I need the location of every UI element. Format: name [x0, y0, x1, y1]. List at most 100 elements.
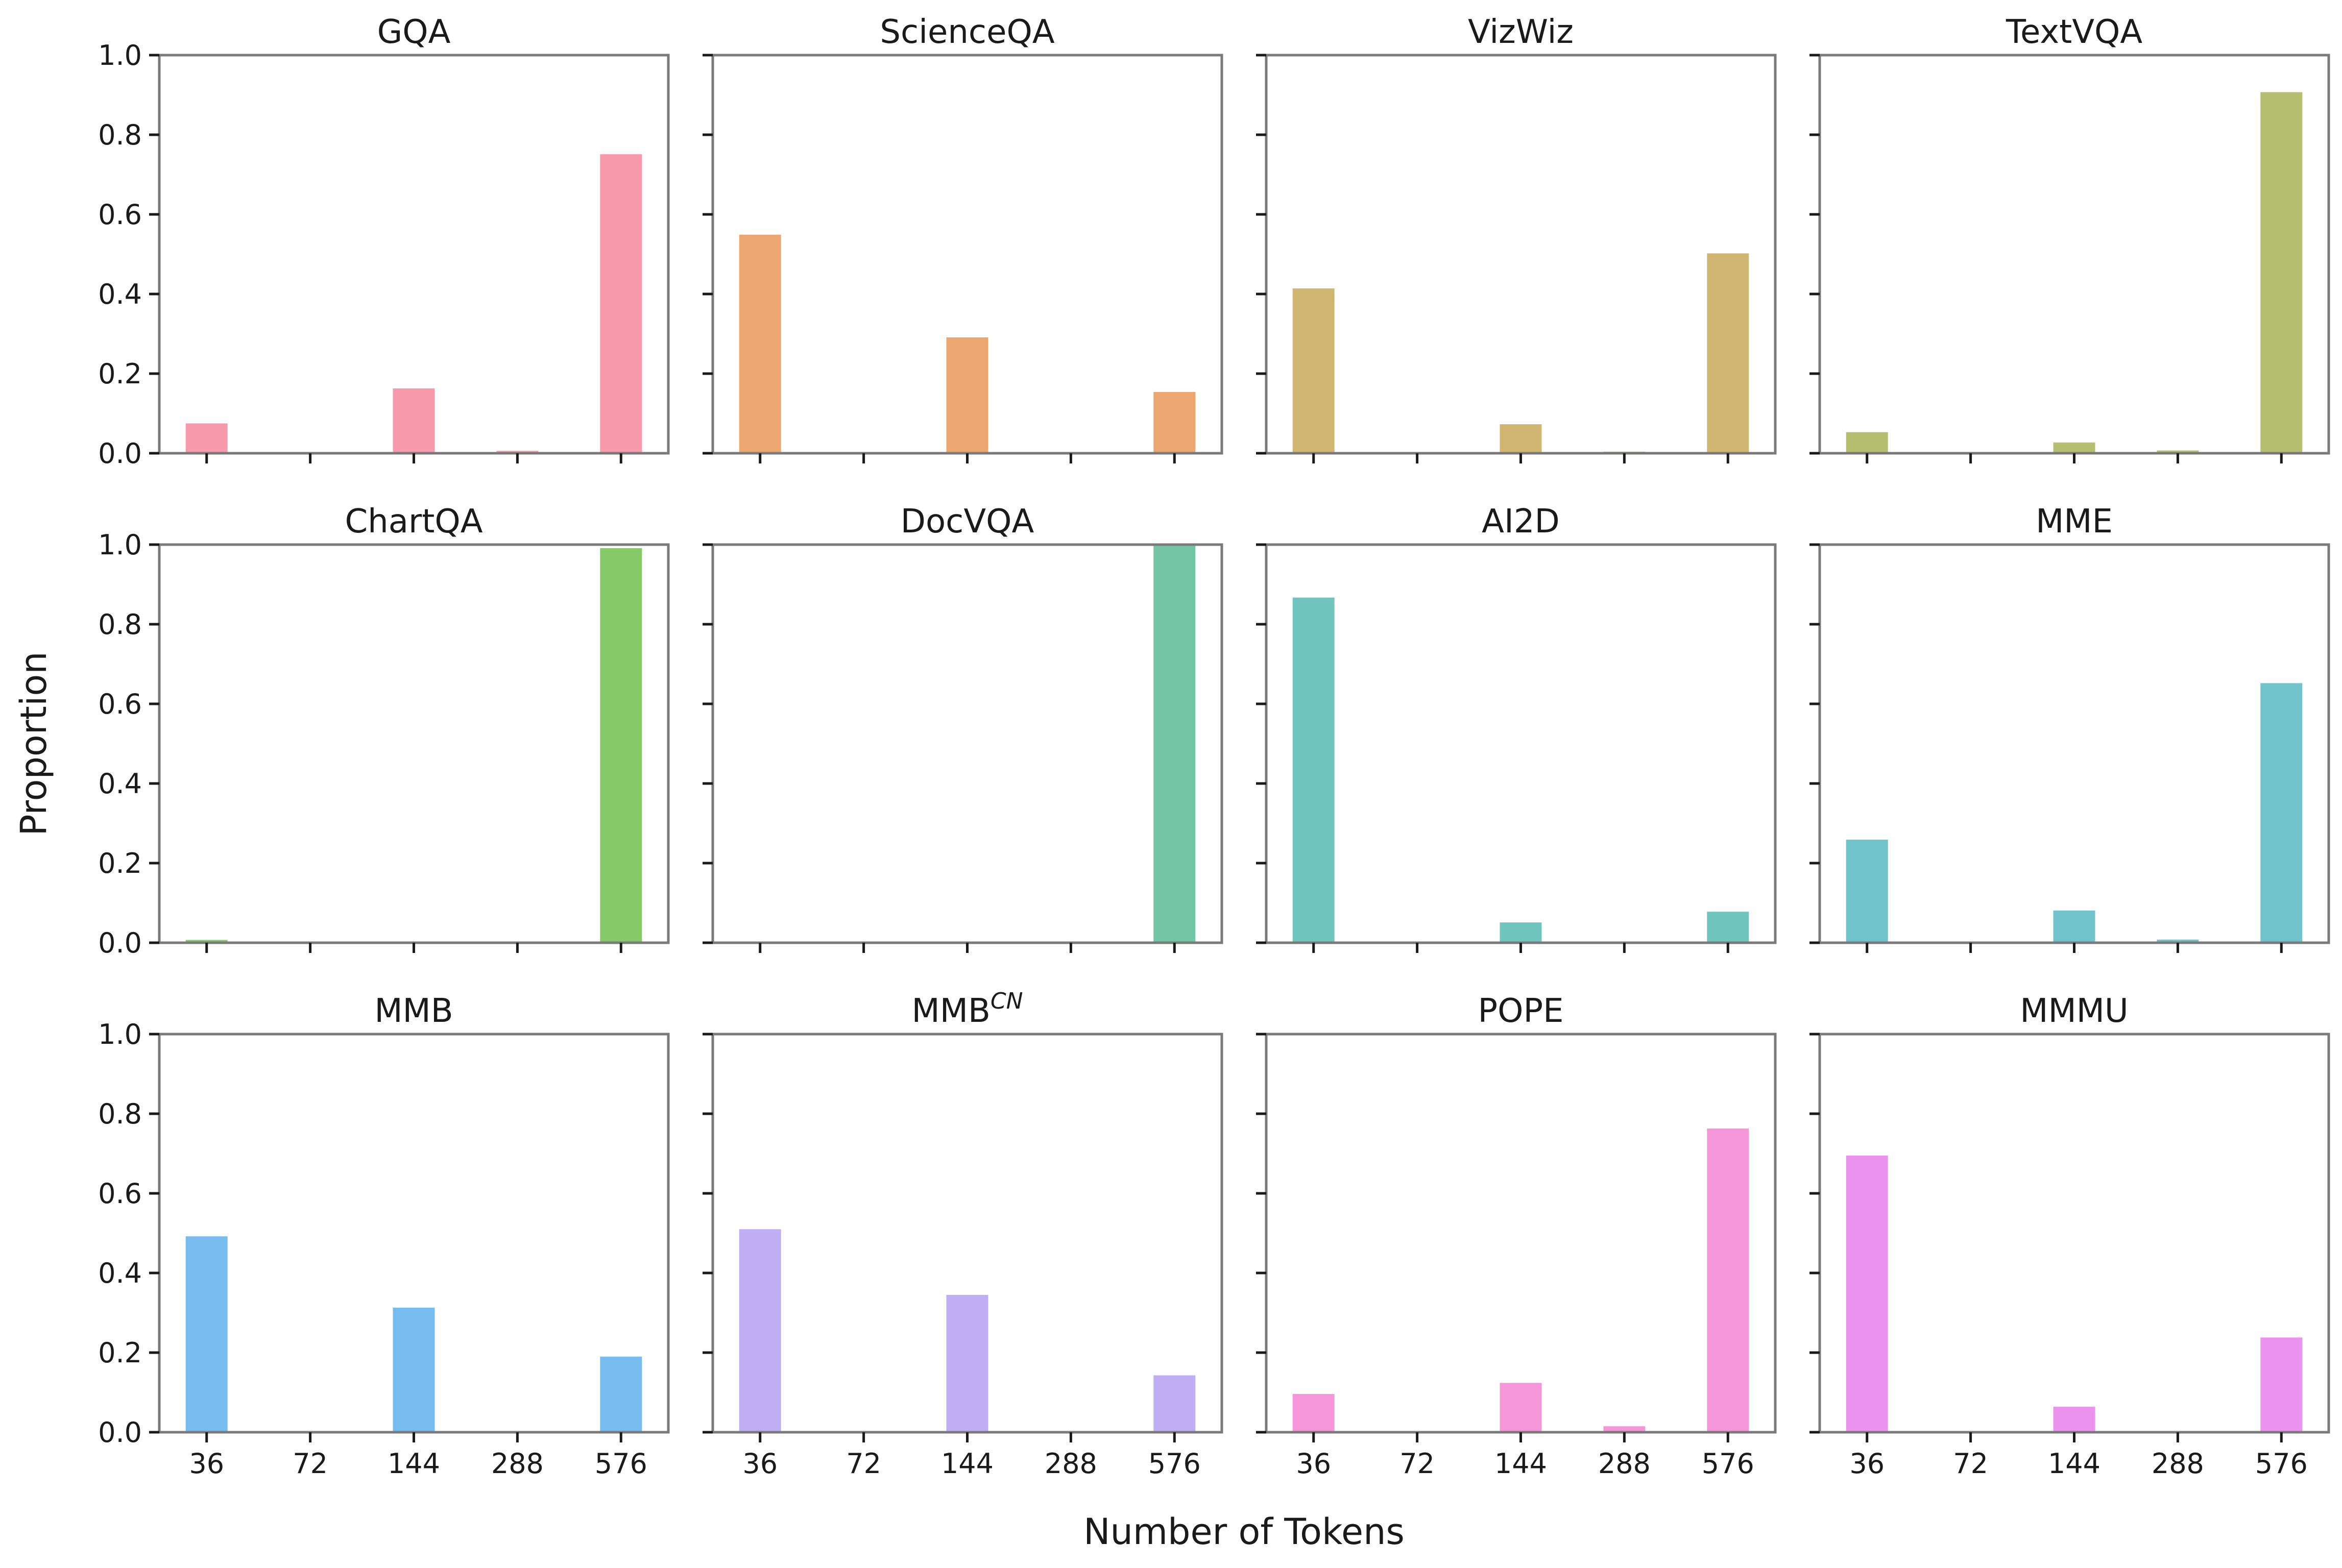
bar-576 [2260, 683, 2303, 943]
x-tick-label: 36 [742, 1448, 778, 1480]
subplot-10: 36 72 144 288 576 MMBCN [703, 988, 1223, 1480]
bar-576 [1153, 545, 1196, 943]
subplot-12: 36 72 144 288 576 MMMU [1809, 992, 2330, 1480]
subplot-title: TextVQA [2006, 13, 2143, 51]
bar-36 [1846, 840, 1888, 943]
subplot-4: TextVQA [1809, 13, 2330, 463]
bar-144 [393, 1307, 435, 1432]
x-tick-label: 36 [1849, 1448, 1885, 1480]
bar-576 [600, 548, 642, 943]
subplot-title: AI2D [1482, 503, 1560, 541]
y-tick-label: 1.0 [98, 39, 142, 71]
bar-576 [600, 154, 642, 453]
x-tick-label: 72 [1953, 1448, 1988, 1480]
x-tick-label: 288 [1598, 1448, 1651, 1480]
bar-288 [2157, 450, 2199, 453]
bar-576 [600, 1356, 642, 1432]
subplot-title: VizWiz [1468, 13, 1574, 51]
bar-288 [2157, 939, 2199, 943]
bar-36 [185, 423, 228, 453]
bar-576 [1707, 912, 1749, 943]
y-tick-label: 1.0 [98, 1018, 142, 1050]
bar-36 [1292, 1394, 1335, 1432]
x-tick-label: 144 [2048, 1448, 2100, 1480]
bar-576 [1153, 1375, 1196, 1432]
y-tick-label: 0.8 [98, 1098, 142, 1130]
bar-288 [1603, 1426, 1646, 1432]
subplot-8: MME [1809, 503, 2330, 953]
bar-36 [185, 1236, 228, 1432]
x-tick-label: 576 [1702, 1448, 1754, 1480]
x-tick-label: 144 [388, 1448, 440, 1480]
bar-36 [1292, 597, 1335, 943]
bar-576 [2260, 1337, 2303, 1432]
y-tick-label: 0.0 [98, 927, 142, 959]
subplot-7: AI2D [1256, 503, 1777, 953]
y-tick-label: 0.6 [98, 199, 142, 231]
bar-576 [2260, 92, 2303, 453]
y-tick-label: 0.6 [98, 688, 142, 720]
x-tick-label: 144 [1494, 1448, 1547, 1480]
y-tick-label: 0.4 [98, 1257, 142, 1289]
x-tick-label: 576 [595, 1448, 647, 1480]
x-tick-label: 576 [1148, 1448, 1201, 1480]
subplot-title: POPE [1478, 992, 1564, 1030]
bar-576 [1153, 391, 1196, 453]
bar-144 [1500, 424, 1542, 453]
y-tick-label: 0.2 [98, 358, 142, 390]
y-axis-label: Proportion [13, 651, 55, 836]
y-tick-label: 0.4 [98, 278, 142, 310]
bar-576 [1707, 1128, 1749, 1432]
subplot-title: ScienceQA [880, 13, 1054, 51]
bar-36 [1846, 432, 1888, 453]
bar-144 [946, 1294, 988, 1432]
subplot-3: VizWiz [1256, 13, 1777, 463]
subplot-title: MMMU [2020, 992, 2129, 1030]
y-tick-label: 0.8 [98, 608, 142, 641]
bar-144 [2053, 442, 2095, 453]
x-tick-label: 144 [941, 1448, 994, 1480]
x-tick-label: 576 [2255, 1448, 2308, 1480]
subplot-title: ChartQA [345, 503, 482, 541]
subplot-6: DocVQA [703, 503, 1223, 953]
y-tick-label: 0.4 [98, 768, 142, 800]
subplot-1: 0.0 0.2 0.4 0.6 0.8 1.0 GQA [98, 13, 670, 470]
bar-576 [1707, 253, 1749, 453]
subplot-5: 0.0 0.2 0.4 0.6 0.8 1.0 ChartQA [98, 503, 670, 959]
y-tick-label: 0.6 [98, 1178, 142, 1210]
x-tick-label: 288 [491, 1448, 544, 1480]
subplot-title: MME [2036, 503, 2113, 541]
y-tick-label: 0.2 [98, 1337, 142, 1369]
bar-36 [739, 234, 781, 453]
subplot-title: MMBCN [912, 988, 1023, 1030]
bar-144 [946, 337, 988, 453]
subplot-grid: 0.0 0.2 0.4 0.6 0.8 1.0 GQA ScienceQA VizWiz Text… [98, 13, 2330, 1480]
x-tick-label: 72 [846, 1448, 881, 1480]
bar-36 [1292, 288, 1335, 453]
bar-36 [1846, 1155, 1888, 1432]
subplot-11: 36 72 144 288 576 POPE [1256, 992, 1777, 1480]
subplot-9: 0.0 0.2 0.4 0.6 0.8 1.0 36 72 144 288 576 MMB [98, 992, 670, 1480]
subplot-2: ScienceQA [703, 13, 1223, 463]
y-tick-label: 0.8 [98, 119, 142, 151]
y-tick-label: 0.0 [98, 1416, 142, 1449]
bar-144 [2053, 1407, 2095, 1432]
bar-144 [393, 388, 435, 453]
y-tick-label: 1.0 [98, 529, 142, 561]
subplot-title: GQA [377, 13, 451, 51]
subplot-title: MMB [374, 992, 453, 1030]
x-tick-label: 288 [1045, 1448, 1097, 1480]
bar-144 [1500, 922, 1542, 943]
bar-36 [739, 1229, 781, 1432]
y-tick-label: 0.0 [98, 437, 142, 470]
bar-144 [1500, 1383, 1542, 1432]
subplot-title: DocVQA [901, 503, 1034, 541]
x-tick-label: 36 [1296, 1448, 1331, 1480]
y-tick-label: 0.2 [98, 847, 142, 879]
x-axis-label: Number of Tokens [1083, 1511, 1405, 1553]
bar-36 [185, 940, 228, 943]
x-tick-label: 288 [2152, 1448, 2204, 1480]
bar-144 [2053, 910, 2095, 943]
x-tick-label: 36 [189, 1448, 224, 1480]
